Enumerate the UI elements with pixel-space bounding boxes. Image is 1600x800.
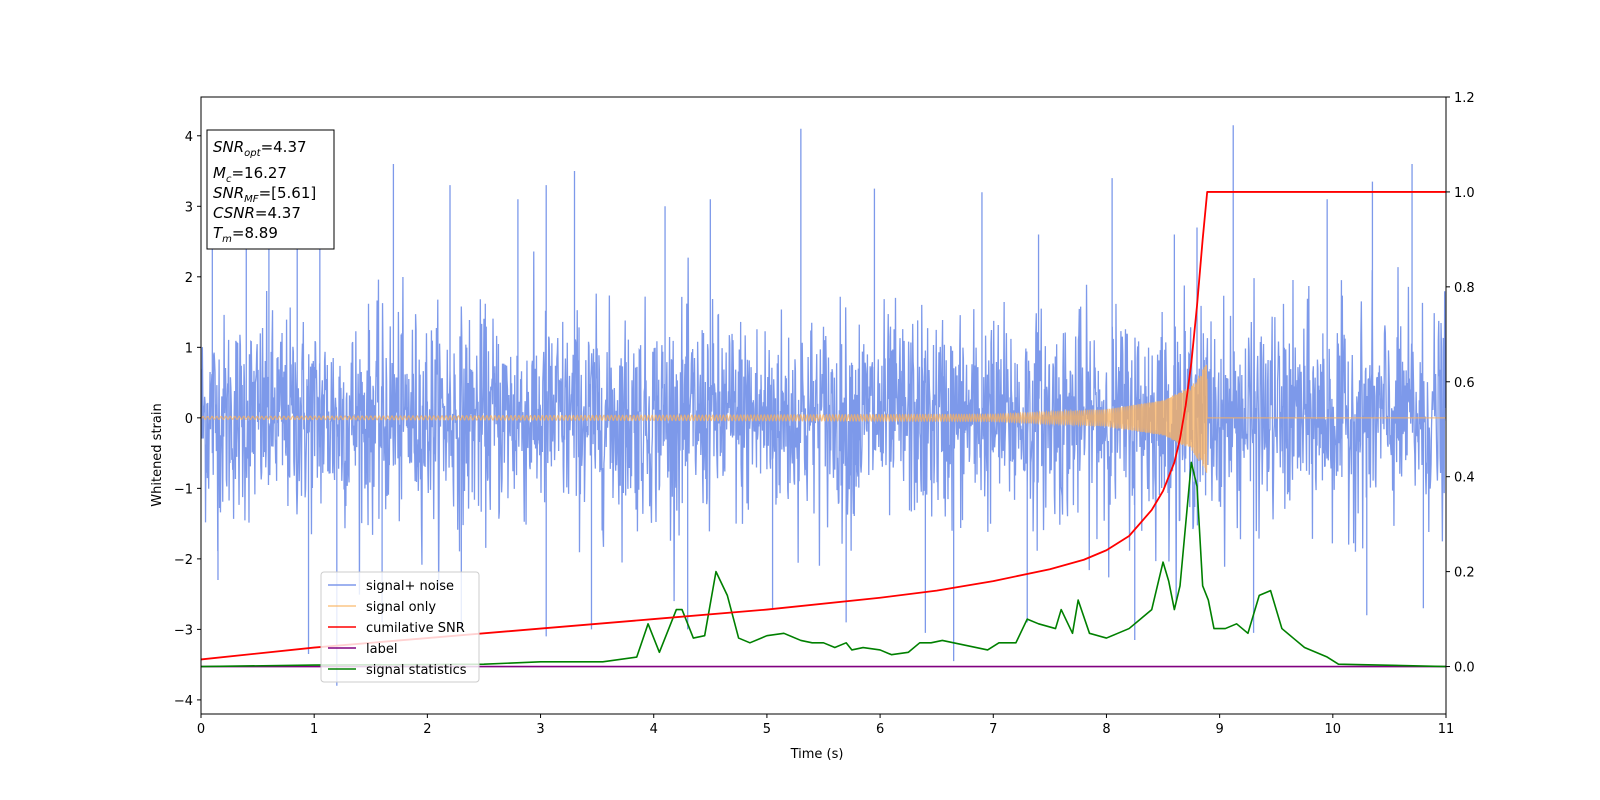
x-tick-label: 10 <box>1325 722 1342 737</box>
annotation-line-snr-opt: SNRopt=4.37 <box>213 138 307 159</box>
y-left-tick-label: 2 <box>185 271 193 286</box>
x-tick-label: 4 <box>650 722 658 737</box>
y-left-tick-label: −1 <box>174 482 193 497</box>
y-right-tick-label: 0.2 <box>1454 566 1475 581</box>
series-cumulative-snr-line <box>201 191 1446 661</box>
y-right-tick-label: 0.8 <box>1454 281 1475 296</box>
x-axis-title: Time (s) <box>790 747 844 762</box>
x-tick-label: 2 <box>423 722 431 737</box>
y-right-tick-label: 1.0 <box>1454 186 1475 201</box>
y-right-tick-label: 1.2 <box>1454 91 1475 106</box>
annotation-line-csnr: CSNR=4.37 <box>213 204 301 222</box>
x-tick-label: 9 <box>1215 722 1223 737</box>
legend-label-signal-statistics: signal statistics <box>366 663 467 678</box>
y-right-tick-label: 0.4 <box>1454 471 1475 486</box>
x-tick-label: 1 <box>310 722 318 737</box>
x-tick-label: 0 <box>197 722 205 737</box>
legend: signal+ noise signal only cumilative SNR… <box>320 571 480 683</box>
annotation-line-tm: Tm=8.89 <box>213 224 278 245</box>
legend-label-signal-only: signal only <box>366 600 436 615</box>
plot-frame <box>200 96 1447 715</box>
y-left-tick-label: −3 <box>174 623 193 638</box>
y-left-tick-label: 3 <box>185 200 193 215</box>
x-tick-label: 7 <box>989 722 997 737</box>
x-tick-label: 11 <box>1438 722 1455 737</box>
y-left-tick-label: 1 <box>185 341 193 356</box>
annotation-line-snr-mf: SNRMF=[5.61] <box>213 184 316 205</box>
y-right-tick-label: 0.6 <box>1454 376 1475 391</box>
annotation-line-mc: Mc=16.27 <box>213 164 287 185</box>
y-axis-title: Whitened strain <box>150 403 165 506</box>
legend-frame <box>320 571 480 683</box>
y-left-tick-label: 4 <box>185 130 193 145</box>
x-tick-label: 5 <box>763 722 771 737</box>
x-tick-label: 6 <box>876 722 884 737</box>
series-signal-noise-line <box>201 125 1446 686</box>
y-right-tick-label: 0.0 <box>1454 661 1475 676</box>
y-left-tick-label: −4 <box>174 694 193 709</box>
annotation-box: SNRopt=4.37 Mc=16.27 SNRMF=[5.61] CSNR=4… <box>206 129 335 250</box>
axes: 0 1 2 3 4 5 6 7 8 9 10 1143210−1−2−3−41.21.00.80.60… <box>174 91 1475 737</box>
x-tick-label: 8 <box>1102 722 1110 737</box>
series-signal-only-line <box>201 365 1446 473</box>
legend-label-signal-noise: signal+ noise <box>366 579 454 594</box>
legend-label-label: label <box>366 642 397 657</box>
annotation-frame <box>206 129 335 250</box>
x-tick-label: 3 <box>536 722 544 737</box>
series-signal-statistics-line <box>201 461 1446 668</box>
legend-label-cumulative-snr: cumilative SNR <box>366 621 465 636</box>
y-left-tick-label: −2 <box>174 553 193 568</box>
y-left-tick-label: 0 <box>185 412 193 427</box>
